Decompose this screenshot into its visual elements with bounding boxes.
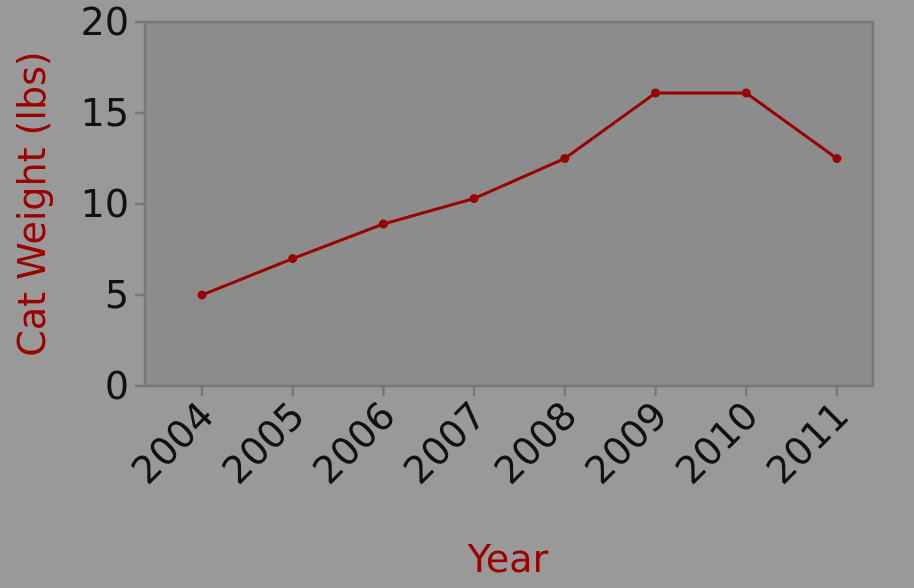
- data-point: [832, 154, 842, 163]
- data-points: [197, 88, 842, 300]
- x-tick-label: 2009: [576, 393, 676, 493]
- data-point: [378, 219, 388, 229]
- y-tick-label: 10: [81, 182, 129, 226]
- plot-area: [143, 20, 875, 388]
- y-tick-label: 15: [81, 91, 129, 135]
- data-point: [741, 88, 751, 98]
- x-axis-title: Year: [467, 537, 549, 581]
- data-point: [288, 254, 298, 264]
- y-tick-label: 5: [105, 273, 129, 317]
- x-tick-label: 2011: [758, 393, 858, 493]
- y-axis-title: Cat Weight (lbs): [10, 51, 54, 356]
- y-tick-label: 0: [105, 364, 129, 408]
- data-point: [197, 290, 207, 300]
- data-point: [469, 194, 479, 204]
- x-tick-label: 2010: [667, 393, 767, 493]
- y-axis-ticks: 0 5 10 15 20: [81, 0, 145, 408]
- x-tick-label: 2005: [214, 393, 314, 493]
- x-tick-label: 2008: [486, 393, 586, 493]
- data-point: [651, 88, 660, 98]
- y-tick-label: 20: [81, 0, 129, 44]
- x-tick-label: 2004: [123, 393, 223, 493]
- x-tick-label: 2006: [304, 393, 404, 493]
- series-line: [201, 91, 838, 297]
- x-tick-label: 2007: [395, 393, 495, 493]
- data-point: [560, 154, 570, 163]
